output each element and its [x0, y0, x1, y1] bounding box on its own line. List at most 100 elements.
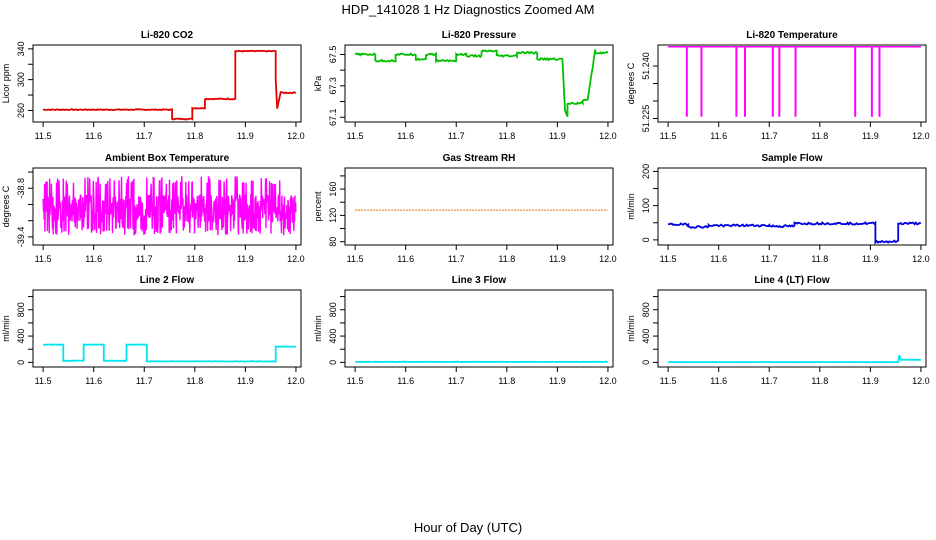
plot-frame [657, 44, 927, 123]
panel-title: Line 4 (LT) Flow [754, 275, 830, 286]
panel-title: Li-820 CO2 [141, 30, 194, 41]
panel-title: Sample Flow [761, 153, 822, 164]
x-tick-label: 11.9 [862, 254, 879, 264]
y-tick-label: 300 [16, 72, 26, 87]
x-tick-label: 11.8 [186, 376, 203, 386]
y-tick-label: 0 [16, 360, 26, 365]
x-tick-label: 11.6 [710, 254, 727, 264]
x-tick-label: 11.8 [498, 254, 515, 264]
x-tick-label: 11.5 [660, 254, 677, 264]
y-tick-label: 67.1 [328, 109, 338, 127]
x-tick-label: 12.0 [287, 376, 305, 386]
x-tick-label: 11.9 [237, 131, 254, 141]
panel-8: Line 3 Flow 11.5 11.6 11.7 11.8 11.9 12.0 0 400 8… [313, 275, 617, 386]
series-line-1 [43, 49, 296, 121]
series-line-1 [354, 49, 609, 117]
y-axis-label: ml/min [626, 315, 636, 342]
y-tick-label: 120 [328, 208, 338, 223]
y-tick-label: 340 [16, 41, 26, 56]
y-tick-label: 800 [641, 302, 651, 317]
x-tick-label: 11.7 [136, 376, 153, 386]
plot-frame [344, 167, 614, 246]
x-tick-label: 11.7 [761, 254, 778, 264]
panel-6: Sample Flow 11.5 11.6 11.7 11.8 11.9 12.0 0 100 2… [626, 153, 930, 264]
x-tick-label: 11.6 [85, 376, 102, 386]
panel-9: Line 4 (LT) Flow 11.5 11.6 11.7 11.8 11.9 12.0… [626, 275, 930, 386]
y-tick-label: 0 [328, 360, 338, 365]
y-axis-label: percent [313, 191, 323, 222]
y-tick-label: 100 [641, 198, 651, 213]
x-tick-label: 11.7 [136, 254, 153, 264]
y-tick-label: 67.3 [328, 77, 338, 95]
x-tick-label: 12.0 [912, 376, 930, 386]
x-tick-label: 11.8 [811, 376, 828, 386]
x-tick-label: 11.7 [761, 376, 778, 386]
x-tick-label: 11.5 [35, 131, 52, 141]
x-tick-label: 11.9 [549, 376, 566, 386]
x-tick-label: 11.5 [660, 131, 677, 141]
plot-frame [657, 167, 927, 246]
series [668, 46, 921, 117]
panel-5: Gas Stream RH 11.5 11.6 11.7 11.8 11.9 12.0 80 1… [313, 153, 617, 264]
figure-title: HDP_141028 1 Hz Diagnostics Zoomed AM [342, 2, 595, 17]
y-axis-label: Licor ppm [1, 64, 11, 104]
y-tick-label: 200 [641, 164, 651, 179]
x-tick-label: 11.7 [448, 376, 465, 386]
x-tick-label: 11.9 [549, 131, 566, 141]
series-line-1 [668, 220, 922, 245]
x-tick-label: 11.5 [347, 254, 364, 264]
panel-1: Li-820 CO2 11.5 11.6 11.7 11.8 11.9 12.0 260 300… [1, 30, 305, 141]
x-tick-label: 11.7 [136, 131, 153, 141]
y-tick-label: 0 [641, 360, 651, 365]
y-axis-label: kPa [313, 76, 323, 92]
x-tick-label: 11.9 [862, 131, 879, 141]
y-axis-label: ml/min [313, 315, 323, 342]
x-tick-label: 11.5 [35, 254, 52, 264]
y-tick-label: 160 [328, 182, 338, 197]
x-tick-label: 11.7 [448, 254, 465, 264]
x-tick-label: 11.8 [811, 254, 828, 264]
y-tick-label: -38.8 [16, 178, 26, 199]
x-tick-label: 11.5 [660, 376, 677, 386]
panel-title: Line 3 Flow [452, 275, 507, 286]
series [668, 220, 922, 245]
y-tick-label: 800 [16, 302, 26, 317]
figure-xlabel: Hour of Day (UTC) [414, 520, 522, 535]
x-tick-label: 12.0 [599, 376, 617, 386]
x-tick-label: 12.0 [599, 131, 617, 141]
panel-title: Line 2 Flow [140, 275, 195, 286]
y-tick-label: 400 [16, 329, 26, 344]
x-tick-label: 11.6 [397, 376, 414, 386]
panel-title: Li-820 Temperature [746, 30, 838, 41]
x-tick-label: 12.0 [912, 254, 930, 264]
y-axis-label: degrees C [1, 185, 11, 227]
x-tick-label: 12.0 [599, 254, 617, 264]
panel-4: Ambient Box Temperature 11.5 11.6 11.7 11.8 1… [1, 153, 305, 264]
plot-frame [344, 289, 614, 368]
y-tick-label: 51.240 [641, 52, 651, 80]
series [42, 343, 296, 363]
x-tick-label: 11.9 [549, 254, 566, 264]
x-tick-label: 11.6 [710, 376, 727, 386]
series-line-1 [668, 354, 921, 364]
panel-title: Ambient Box Temperature [105, 153, 230, 164]
series [668, 354, 921, 364]
series-line-1 [42, 343, 296, 363]
x-tick-label: 11.5 [347, 131, 364, 141]
x-tick-label: 12.0 [287, 254, 305, 264]
x-tick-label: 11.8 [498, 131, 515, 141]
x-tick-label: 11.7 [448, 131, 465, 141]
y-tick-label: 260 [16, 103, 26, 118]
x-tick-label: 11.8 [498, 376, 515, 386]
y-tick-label: 51.225 [641, 105, 651, 133]
panel-2: Li-820 Pressure 11.5 11.6 11.7 11.8 11.9 12.0 6… [313, 30, 617, 141]
y-tick-label: 67.5 [328, 46, 338, 64]
x-tick-label: 11.5 [347, 376, 364, 386]
panel-3: Li-820 Temperature 11.5 11.6 11.7 11.8 11.9 12… [626, 30, 930, 141]
panel-title: Gas Stream RH [443, 153, 516, 164]
y-axis-label: degrees C [626, 62, 636, 104]
series [42, 176, 297, 236]
x-tick-label: 12.0 [287, 131, 305, 141]
y-axis-label: ml/min [626, 193, 636, 220]
